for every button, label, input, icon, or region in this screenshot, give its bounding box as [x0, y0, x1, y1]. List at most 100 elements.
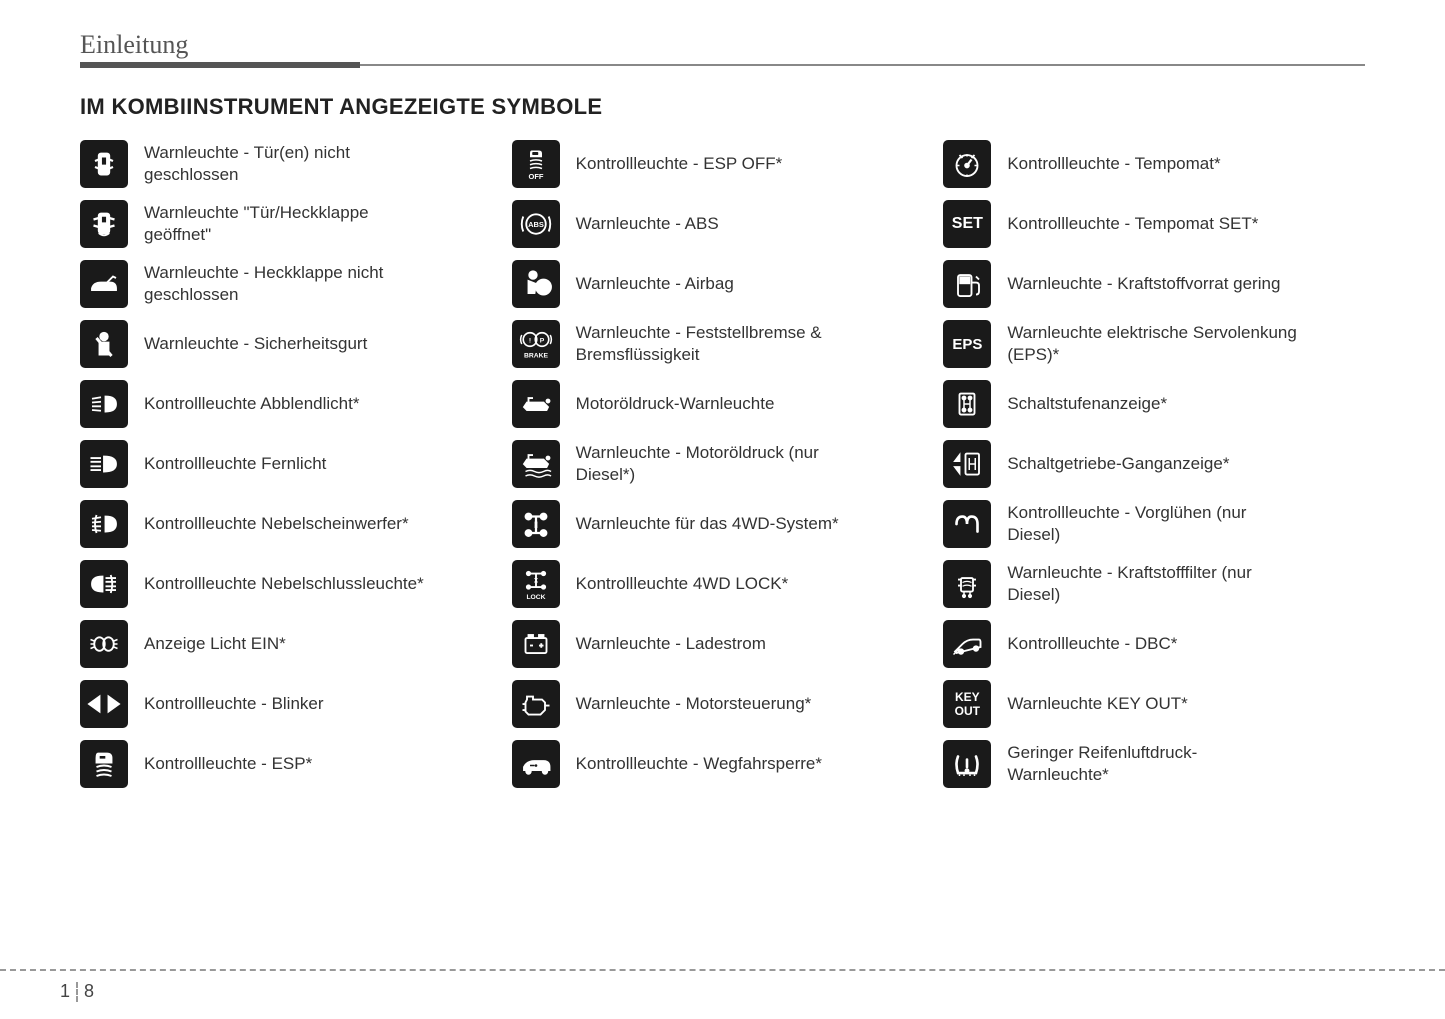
symbol-item: Warnleuchte - Motorsteuerung*: [512, 680, 934, 728]
symbol-label: Warnleuchte - Kraftstofffilter (nur Dies…: [1007, 562, 1297, 606]
header-divider: [80, 64, 1365, 66]
symbol-item: Kontrollleuchte Nebelscheinwerfer*: [80, 500, 502, 548]
turn-signal-icon: [80, 680, 128, 728]
symbol-label: Kontrollleuchte - Tempomat SET*: [1007, 213, 1258, 235]
oil-icon: [512, 380, 560, 428]
fuel-icon: [943, 260, 991, 308]
svg-text:LOCK: LOCK: [526, 594, 545, 601]
page-number: 1 8: [60, 981, 94, 1002]
fuel-filter-icon: [943, 560, 991, 608]
symbol-item: Kontrollleuchte Fernlicht: [80, 440, 502, 488]
symbol-item: ABS Warnleuchte - ABS: [512, 200, 934, 248]
dbc-icon: [943, 620, 991, 668]
symbol-label: Warnleuchte - Ladestrom: [576, 633, 766, 655]
abs-icon: ABS: [512, 200, 560, 248]
symbol-label: Warnleuchte KEY OUT*: [1007, 693, 1187, 715]
light-on-icon: [80, 620, 128, 668]
page-footer: 1 8: [0, 969, 1445, 979]
symbol-item: Motoröldruck-Warnleuchte: [512, 380, 934, 428]
symbol-item: EPS Warnleuchte elektrische Servolenkung …: [943, 320, 1365, 368]
4wd-lock-icon: XLOCK: [512, 560, 560, 608]
symbol-item: Warnleuchte "Tür/Heckklappe geöffnet": [80, 200, 502, 248]
symbol-item: Geringer Reifenluftdruck-Warnleuchte*: [943, 740, 1365, 788]
gear-manual-icon: [943, 440, 991, 488]
symbol-columns: Warnleuchte - Tür(en) nicht geschlossen W…: [80, 140, 1365, 788]
symbol-label: Kontrollleuchte Abblendlicht*: [144, 393, 359, 415]
tailgate-icon: [80, 260, 128, 308]
symbol-label: Warnleuchte für das 4WD-System*: [576, 513, 839, 535]
eps-icon: EPS: [943, 320, 991, 368]
svg-text:OFF: OFF: [528, 172, 543, 181]
symbol-item: SET Kontrollleuchte - Tempomat SET*: [943, 200, 1365, 248]
symbol-item: KEYOUTWarnleuchte KEY OUT*: [943, 680, 1365, 728]
column-1: Warnleuchte - Tür(en) nicht geschlossen W…: [80, 140, 502, 788]
symbol-label: Warnleuchte - Tür(en) nicht geschlossen: [144, 142, 434, 186]
symbol-item: Schaltgetriebe-Ganganzeige*: [943, 440, 1365, 488]
symbol-label: Warnleuchte - Airbag: [576, 273, 734, 295]
airbag-icon: [512, 260, 560, 308]
symbol-item: Kontrollleuchte - Blinker: [80, 680, 502, 728]
low-beam-icon: [80, 380, 128, 428]
symbol-item: Kontrollleuchte - DBC*: [943, 620, 1365, 668]
symbol-label: Motoröldruck-Warnleuchte: [576, 393, 775, 415]
svg-text:P: P: [539, 338, 544, 345]
symbol-item: Warnleuchte - Airbag: [512, 260, 934, 308]
door-open-icon: [80, 140, 128, 188]
symbol-item: Warnleuchte - Ladestrom: [512, 620, 934, 668]
symbol-label: Anzeige Licht EIN*: [144, 633, 286, 655]
symbol-item: XLOCK Kontrollleuchte 4WD LOCK*: [512, 560, 934, 608]
symbol-item: Kontrollleuchte - Tempomat*: [943, 140, 1365, 188]
symbol-item: Anzeige Licht EIN*: [80, 620, 502, 668]
symbol-label: Warnleuchte - Motoröldruck (nur Diesel*): [576, 442, 866, 486]
svg-text:!: !: [529, 338, 531, 345]
symbol-item: Warnleuchte - Kraftstofffilter (nur Dies…: [943, 560, 1365, 608]
seatbelt-icon: [80, 320, 128, 368]
page-title: IM KOMBIINSTRUMENT ANGEZEIGTE SYMBOLE: [80, 94, 1365, 120]
glow-icon: [943, 500, 991, 548]
brake-icon: !PBRAKE: [512, 320, 560, 368]
symbol-label: Kontrollleuchte - ESP*: [144, 753, 312, 775]
symbol-item: !PBRAKEWarnleuchte - Feststellbremse & B…: [512, 320, 934, 368]
fog-rear-icon: [80, 560, 128, 608]
symbol-label: Kontrollleuchte - Tempomat*: [1007, 153, 1220, 175]
set-icon: SET: [943, 200, 991, 248]
high-beam-icon: [80, 440, 128, 488]
symbol-label: Kontrollleuchte 4WD LOCK*: [576, 573, 789, 595]
symbol-label: Schaltgetriebe-Ganganzeige*: [1007, 453, 1229, 475]
symbol-label: Warnleuchte - Feststellbremse & Bremsflü…: [576, 322, 866, 366]
oil-diesel-icon: [512, 440, 560, 488]
symbol-item: Schaltstufenanzeige*: [943, 380, 1365, 428]
symbol-item: Kontrollleuchte - Vorglühen (nur Diesel): [943, 500, 1365, 548]
chapter-number: 1: [60, 981, 70, 1002]
battery-icon: [512, 620, 560, 668]
esp-icon: [80, 740, 128, 788]
symbol-label: Kontrollleuchte Nebelscheinwerfer*: [144, 513, 409, 535]
symbol-label: Warnleuchte - Sicherheitsgurt: [144, 333, 367, 355]
symbol-label: Warnleuchte - Motorsteuerung*: [576, 693, 812, 715]
4wd-icon: !: [512, 500, 560, 548]
symbol-item: ! Warnleuchte für das 4WD-System*: [512, 500, 934, 548]
symbol-label: Kontrollleuchte Fernlicht: [144, 453, 326, 475]
page-separator: [76, 982, 78, 1002]
symbol-label: Warnleuchte - Heckklappe nicht geschloss…: [144, 262, 434, 306]
symbol-label: Warnleuchte elektrische Servolenkung (EP…: [1007, 322, 1297, 366]
esp-off-icon: OFF: [512, 140, 560, 188]
symbol-label: Geringer Reifenluftdruck-Warnleuchte*: [1007, 742, 1297, 786]
symbol-label: Kontrollleuchte Nebelschlussleuchte*: [144, 573, 424, 595]
svg-text:!: !: [535, 523, 537, 529]
symbol-item: Kontrollleuchte - ESP*: [80, 740, 502, 788]
symbol-label: Warnleuchte - ABS: [576, 213, 719, 235]
symbol-label: Kontrollleuchte - Blinker: [144, 693, 324, 715]
symbol-item: Warnleuchte - Kraftstoffvorrat gering: [943, 260, 1365, 308]
symbol-label: Warnleuchte "Tür/Heckklappe geöffnet": [144, 202, 434, 246]
symbol-item: Warnleuchte - Sicherheitsgurt: [80, 320, 502, 368]
symbol-item: Warnleuchte - Tür(en) nicht geschlossen: [80, 140, 502, 188]
symbol-label: Warnleuchte - Kraftstoffvorrat gering: [1007, 273, 1280, 295]
symbol-item: OFFKontrollleuchte - ESP OFF*: [512, 140, 934, 188]
symbol-item: Kontrollleuchte Nebelschlussleuchte*: [80, 560, 502, 608]
header-section: Einleitung: [80, 30, 1365, 66]
symbol-label: Kontrollleuchte - DBC*: [1007, 633, 1177, 655]
immobilizer-icon: [512, 740, 560, 788]
column-3: Kontrollleuchte - Tempomat* SET Kontrollle…: [943, 140, 1365, 788]
cruise-icon: [943, 140, 991, 188]
